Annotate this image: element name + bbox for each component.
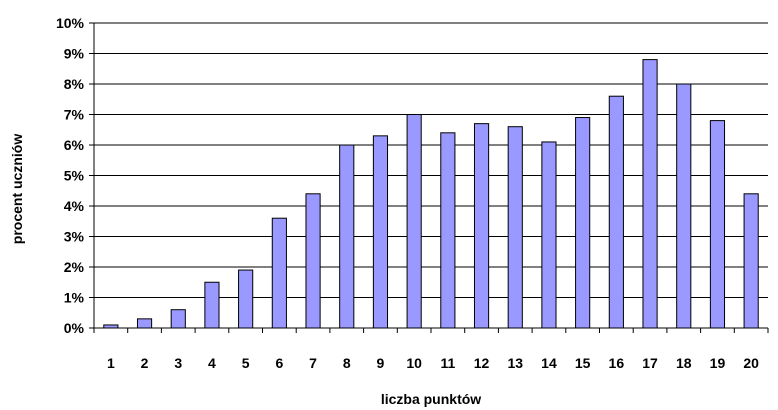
x-tick-label: 13 <box>507 355 523 371</box>
bar <box>339 144 355 329</box>
x-tick-label: 5 <box>242 355 250 371</box>
bar <box>743 193 759 329</box>
x-tick-label: 1 <box>107 355 115 371</box>
bar <box>170 309 186 329</box>
x-tick-label: 7 <box>309 355 317 371</box>
bar <box>541 141 557 329</box>
bar <box>507 126 523 329</box>
bar <box>238 269 254 329</box>
y-tick-label: 2% <box>64 259 85 275</box>
y-tick-label: 9% <box>64 46 85 62</box>
bar <box>642 59 658 329</box>
x-tick-label: 4 <box>208 355 216 371</box>
x-tick-label: 15 <box>575 355 591 371</box>
x-axis-title: liczba punktów <box>381 391 481 407</box>
x-tick-label: 9 <box>377 355 385 371</box>
x-tick-label: 10 <box>406 355 422 371</box>
y-tick-label: 10% <box>56 15 85 31</box>
x-tick-label: 14 <box>541 355 557 371</box>
bar <box>440 132 456 329</box>
bar <box>406 114 422 329</box>
y-tick-label: 7% <box>64 107 85 123</box>
bar <box>271 217 287 329</box>
bar <box>608 95 624 329</box>
bar <box>136 318 153 329</box>
x-tick-label: 19 <box>710 355 726 371</box>
tick-labels: 0%1%2%3%4%5%6%7%8%9%10%1 2 3 4 5 6 7 8 9 10 11 12 13… <box>56 15 759 371</box>
y-tick-label: 0% <box>64 320 85 336</box>
x-tick-label: 17 <box>642 355 658 371</box>
x-tick-label: 8 <box>343 355 351 371</box>
bar <box>676 83 692 329</box>
bar <box>575 117 591 329</box>
y-tick-label: 1% <box>64 290 85 306</box>
bar <box>709 120 726 329</box>
gridlines <box>94 22 768 298</box>
x-tick-label: 3 <box>174 355 182 371</box>
bar <box>305 193 321 329</box>
x-tick-label: 12 <box>474 355 490 371</box>
x-tick-label: 6 <box>275 355 283 371</box>
y-tick-label: 8% <box>64 76 85 92</box>
y-tick-label: 3% <box>64 229 85 245</box>
bar <box>204 281 220 329</box>
axes <box>89 22 769 333</box>
x-tick-label: 18 <box>676 355 692 371</box>
x-tick-label: 2 <box>141 355 149 371</box>
bar <box>372 135 389 329</box>
x-tick-label: 16 <box>609 355 625 371</box>
y-tick-label: 4% <box>64 198 85 214</box>
bars <box>103 59 759 329</box>
x-tick-label: 11 <box>440 355 455 371</box>
y-axis-title: procent uczniów <box>9 134 25 245</box>
x-tick-label: 20 <box>743 355 759 371</box>
y-tick-label: 6% <box>64 137 85 153</box>
bar <box>473 123 490 329</box>
y-tick-label: 5% <box>64 168 85 184</box>
